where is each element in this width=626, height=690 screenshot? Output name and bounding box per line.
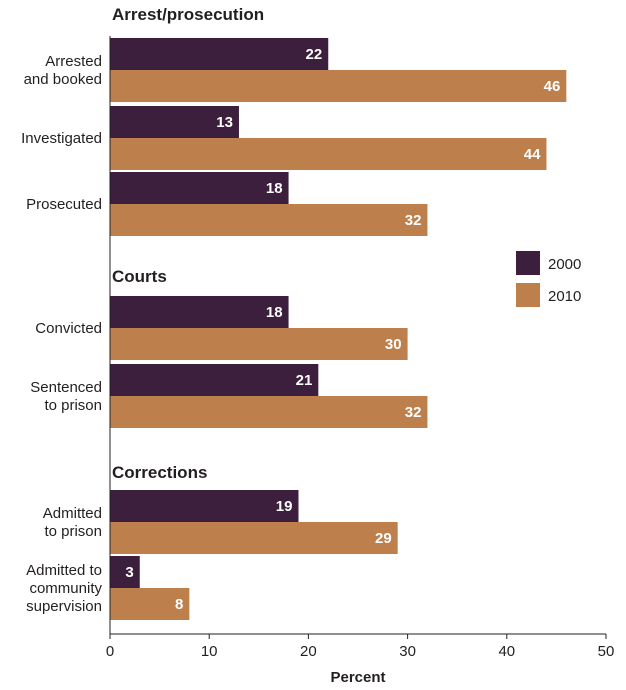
category-label: Sentenced: [30, 379, 102, 396]
category-0-2: 18 32 Prosecuted: [26, 172, 428, 236]
bar-2010: [110, 70, 567, 102]
bar-value-label: 18: [266, 304, 283, 321]
legend-label: 2000: [548, 256, 581, 273]
category-label: Admitted to: [26, 562, 102, 579]
bar-2000: [110, 490, 299, 522]
bar-2000: [110, 172, 289, 204]
bar-value-label: 30: [385, 336, 402, 353]
legend-label: 2010: [548, 288, 581, 305]
bar-value-label: 18: [266, 180, 283, 197]
bar-2000: [110, 364, 319, 396]
bar-2010: [110, 328, 408, 360]
bar-2000: [110, 556, 140, 588]
bar-2010: [110, 522, 398, 554]
category-label: Convicted: [35, 320, 102, 337]
bar-2010: [110, 204, 428, 236]
x-tick-label: 10: [201, 643, 218, 660]
bar-value-label: 19: [276, 498, 293, 515]
bar-2000: [110, 296, 289, 328]
x-axis-ticks: 0 10 20 30 40 50: [106, 634, 615, 660]
bar-value-label: 32: [405, 212, 422, 229]
bar-value-label: 21: [296, 372, 313, 389]
category-label: community: [29, 580, 102, 597]
x-tick-label: 20: [300, 643, 317, 660]
bar-value-label: 32: [405, 404, 422, 421]
x-tick-label: 30: [399, 643, 416, 660]
x-tick-label: 40: [498, 643, 515, 660]
bar-value-label: 44: [524, 146, 541, 163]
category-label: Arrested: [45, 53, 102, 70]
bar-value-label: 13: [216, 114, 233, 131]
category-1-0: 18 30 Convicted: [35, 296, 408, 360]
bar-2010: [110, 396, 428, 428]
bar-value-label: 8: [175, 596, 183, 613]
category-label: to prison: [44, 523, 102, 540]
category-label: supervision: [26, 598, 102, 615]
bar-value-label: 3: [125, 564, 133, 581]
x-tick-label: 50: [598, 643, 615, 660]
category-0-1: 13 44 Investigated: [21, 106, 547, 170]
bar-value-label: 46: [544, 78, 561, 95]
group-title: Arrest/prosecution: [112, 5, 264, 24]
category-label: to prison: [44, 397, 102, 414]
legend: 2000 2010: [516, 251, 581, 307]
legend-swatch-2000: [516, 251, 540, 275]
category-label: Investigated: [21, 130, 102, 147]
bar-2000: [110, 38, 329, 70]
category-label: and booked: [24, 71, 102, 88]
bar-2010: [110, 138, 547, 170]
category-label: Admitted: [43, 505, 102, 522]
category-label: Prosecuted: [26, 196, 102, 213]
x-axis-title: Percent: [330, 669, 385, 686]
bar-value-label: 29: [375, 530, 392, 547]
bar-value-label: 22: [306, 46, 323, 63]
group-title: Courts: [112, 267, 167, 286]
bar-2000: [110, 106, 239, 138]
group-title: Corrections: [112, 463, 207, 482]
legend-swatch-2010: [516, 283, 540, 307]
bar-2010: [110, 588, 190, 620]
x-axis: 0 10 20 30 40 50 Percent: [106, 633, 615, 686]
x-tick-label: 0: [106, 643, 114, 660]
